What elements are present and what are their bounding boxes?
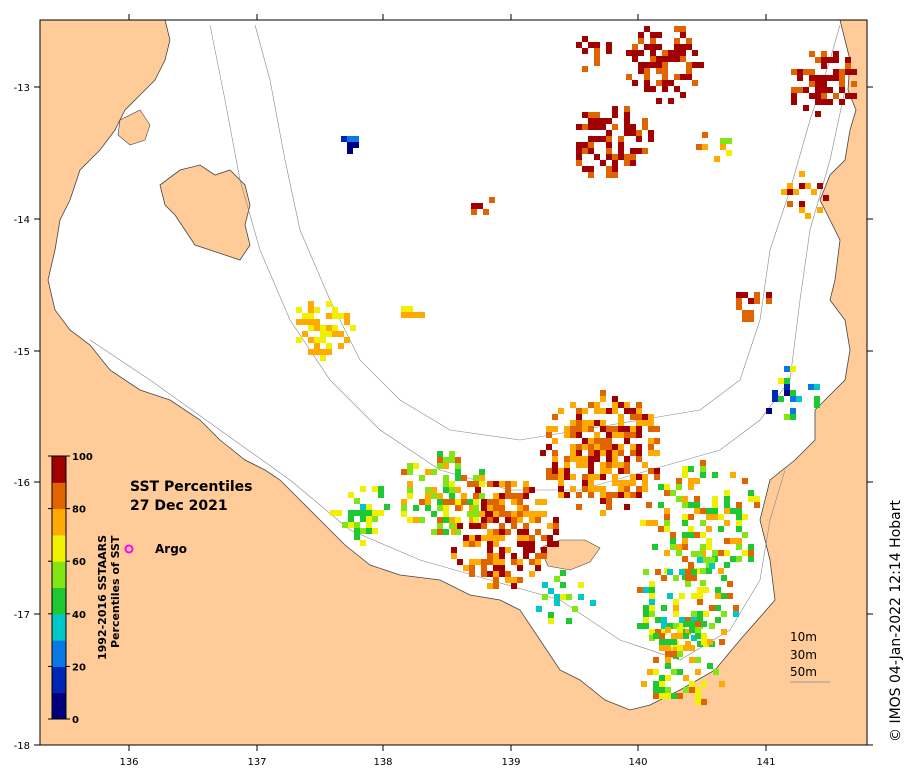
y-tick-label: -17	[14, 610, 30, 621]
x-tick-label: 141	[756, 757, 775, 768]
x-tick-label: 137	[247, 757, 266, 768]
argo-marker-icon	[124, 544, 134, 554]
island-northwest	[117, 109, 151, 146]
x-tick-label: 139	[501, 757, 520, 768]
island-mornington	[539, 539, 601, 571]
colorbar-segment	[52, 561, 66, 588]
sst-percentile-pixels	[296, 26, 857, 705]
depth-legend-30m: 30m	[790, 648, 817, 662]
colorbar-tick-label: 0	[72, 715, 79, 726]
colorbar-tick-label: 80	[72, 505, 86, 516]
colorbar-segment	[52, 692, 66, 720]
y-tick-label: -13	[14, 83, 30, 94]
colorbar-segment	[52, 456, 66, 483]
colorbar-tick-label: 60	[72, 557, 86, 568]
y-tick-label: -16	[14, 478, 30, 489]
colorbar-title-line1: 1992-2016 SSTAARS	[96, 535, 109, 660]
x-tick-label: 136	[119, 757, 138, 768]
depth-legend-10m: 10m	[790, 630, 817, 644]
x-tick-label: 138	[373, 757, 392, 768]
colorbar-tick-label: 40	[72, 610, 86, 621]
colorbar-title-line2: Percentiles of SST	[109, 535, 122, 648]
y-tick-label: -14	[14, 215, 30, 226]
colorbar-segment	[52, 534, 66, 562]
y-tick-label: -18	[14, 741, 30, 752]
axis-labels: 136 137 138 139 140 141 -13 -14 -15 -16 -17 -18	[14, 83, 776, 768]
colorbar-segment	[52, 482, 66, 510]
credit-text: © IMOS 04-Jan-2022 12:14 Hobart	[888, 500, 904, 742]
map-date: 27 Dec 2021	[130, 498, 228, 514]
axis-ticks	[34, 14, 873, 751]
colorbar-segment	[52, 508, 66, 536]
depth-legend-50m: 50m	[790, 665, 817, 679]
colorbar-segment	[52, 613, 66, 641]
colorbar-segment	[52, 587, 66, 615]
colorbar-tick-label: 20	[72, 662, 86, 673]
colorbar-tick-label: 100	[72, 452, 93, 463]
y-tick-label: -15	[14, 347, 30, 358]
map-title: SST Percentiles	[130, 479, 253, 495]
plot-frame	[39, 19, 868, 746]
colorbar: 0 20 40 60 80 100 1992-2016 SSTAARS Percentil…	[48, 452, 122, 726]
island-west	[159, 164, 251, 261]
colorbar-segment	[52, 666, 66, 694]
colorbar-segment	[52, 640, 66, 667]
x-tick-label: 140	[628, 757, 647, 768]
argo-legend-label: Argo	[155, 542, 187, 556]
